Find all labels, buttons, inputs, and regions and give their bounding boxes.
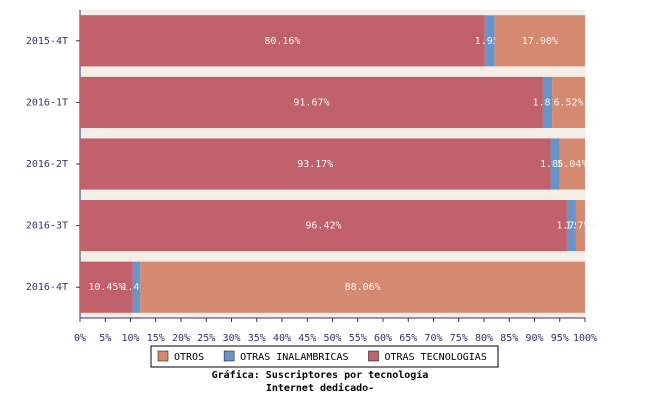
chart-title: Gráfica: Suscriptores por tecnología [212, 369, 429, 381]
data-label: 6.52% [553, 97, 583, 108]
x-tick-label: 35% [248, 333, 266, 344]
bar-segment [80, 200, 567, 252]
data-label: 1.79% [556, 221, 586, 232]
bar-segment [559, 138, 586, 190]
legend-label: OTRAS INALAMBRICAS [240, 352, 348, 363]
x-tick-label: 95% [551, 333, 569, 344]
y-tick-label: 2016-4T [26, 282, 68, 293]
data-label: 96.42% [305, 221, 341, 232]
y-tick-label: 2016-3T [26, 221, 68, 232]
x-tick-label: 70% [424, 333, 442, 344]
y-tick-label: 2015-4T [26, 36, 68, 47]
x-tick-label: 90% [525, 333, 543, 344]
legend-swatch [368, 350, 379, 362]
legend-swatch [157, 350, 169, 362]
legend-swatch [223, 350, 235, 362]
x-tick-label: 75% [450, 333, 468, 344]
data-label: 1.80% [540, 159, 570, 170]
data-label: 1.79% [565, 221, 595, 232]
data-label: 1.49% [121, 282, 151, 293]
bar-segment [575, 200, 585, 252]
data-label: 1.81% [532, 97, 562, 108]
x-tick-label: 20% [172, 333, 190, 344]
bar-segment [566, 200, 576, 252]
bar-segment [550, 138, 560, 190]
data-label: 10.45% [88, 282, 124, 293]
x-tick-label: 55% [349, 333, 367, 344]
x-tick-label: 15% [147, 333, 165, 344]
data-label: 17.90% [522, 36, 558, 47]
legend-label: OTROS [174, 352, 204, 363]
x-tick-label: 60% [374, 333, 392, 344]
bar-segment [80, 138, 551, 190]
legend-label: OTRAS TECNOLOGIAS [384, 352, 486, 363]
bar-segment [80, 15, 485, 67]
x-tick-label: 40% [273, 333, 291, 344]
legend [150, 345, 499, 368]
bar-segment [80, 76, 543, 128]
x-tick-label: 80% [475, 333, 493, 344]
chart-subtitle: Internet dedicado- [266, 382, 374, 394]
bar-segment [132, 261, 141, 313]
x-tick-label: 100% [573, 333, 597, 344]
x-tick-label: 85% [500, 333, 518, 344]
y-tick-label: 2016-2T [26, 159, 68, 170]
data-label: 5.04% [557, 159, 587, 170]
data-label: 93.17% [297, 159, 333, 170]
x-tick-label: 25% [197, 333, 215, 344]
x-tick-label: 10% [121, 333, 139, 344]
bar-segment [140, 261, 585, 313]
x-tick-label: 65% [399, 333, 417, 344]
bar-segment [80, 261, 133, 313]
x-tick-label: 0% [74, 333, 86, 344]
x-tick-label: 5% [99, 333, 111, 344]
y-tick-label: 2016-1T [26, 97, 68, 108]
data-label: 1.95% [475, 36, 505, 47]
x-tick-label: 50% [323, 333, 341, 344]
bar-segment [494, 15, 586, 67]
bar-segment [484, 15, 495, 67]
data-label: 91.67% [293, 97, 329, 108]
data-label: 88.06% [345, 282, 381, 293]
data-label: 80.16% [264, 36, 300, 47]
x-tick-label: 45% [298, 333, 316, 344]
bar-segment [552, 76, 585, 128]
x-tick-label: 30% [222, 333, 240, 344]
bar-segment [542, 76, 553, 128]
